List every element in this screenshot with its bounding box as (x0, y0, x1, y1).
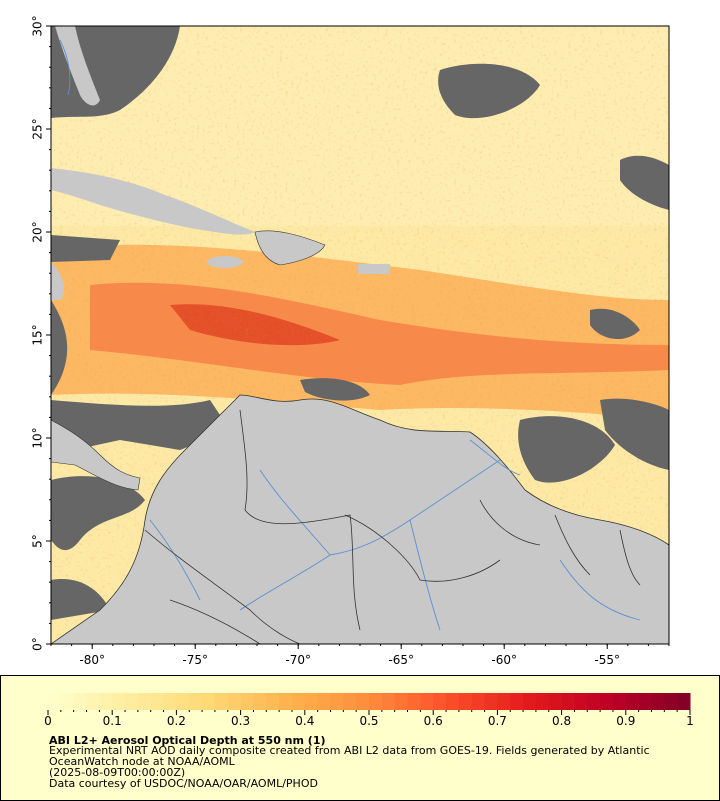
y-axis-labels: 0° 5° 10° 15° 20° 25° 30° (31, 15, 45, 650)
colorbar-cell (420, 693, 434, 710)
colorbar-cell (394, 693, 409, 710)
colorbar-ticks (47, 710, 691, 715)
colorbar-cell (279, 693, 293, 710)
colorbar-label: 0.1 (103, 714, 122, 728)
jamaica-land (207, 256, 243, 268)
legend-date: (2025-08-09T00:00:00Z) (49, 766, 186, 779)
colorbar-cell (266, 693, 280, 710)
colorbar-label: 0.2 (167, 714, 186, 728)
colorbar-cell (433, 693, 447, 710)
colorbar-label: 0.6 (424, 714, 443, 728)
colorbar-cell (163, 693, 177, 710)
no-data-regions (51, 26, 669, 620)
x-tick-label: -55° (594, 653, 620, 667)
colorbar-label: 0.8 (552, 714, 571, 728)
rivers (59, 39, 641, 631)
florida-land (55, 26, 100, 106)
colorbar-cell (407, 693, 421, 710)
colorbar-cell (240, 693, 254, 710)
colorbar-cell (664, 693, 678, 710)
x-axis-labels: -80° -75° -70° -65° -60° -55° (79, 653, 620, 667)
colorbar-label: 1 (686, 714, 694, 728)
puerto-rico-land (358, 264, 390, 274)
aod-map: -80° -75° -70° -65° -60° -55° 0° 5° 10° 15° 20° 25… (31, 15, 670, 667)
colorbar-cell (484, 693, 498, 710)
x-tick-label: -65° (388, 653, 414, 667)
colorbar-cell (125, 693, 139, 710)
colorbar-cell (381, 693, 396, 710)
colorbar-cell (73, 693, 88, 710)
cuba-land (51, 168, 255, 235)
colorbar-label: 0.3 (231, 714, 250, 728)
yucatan-land (51, 262, 65, 300)
colorbar-cell (330, 693, 344, 710)
y-tick-label: 10° (31, 427, 45, 448)
panama-land (51, 419, 141, 491)
colorbar-label: 0 (44, 714, 52, 728)
colorbar-cell (458, 693, 473, 710)
colorbar-cell (369, 693, 383, 710)
colorbar-cell (535, 693, 550, 710)
colorbar-cell (548, 693, 563, 710)
legend-credit: Data courtesy of USDOC/NOAA/OAR/AOML/PHO… (49, 777, 318, 790)
colorbar-cell (202, 693, 216, 710)
colorbar-cell (651, 693, 665, 710)
colorbar-cell (510, 693, 524, 710)
x-tick-label: -60° (491, 653, 517, 667)
colorbar-cell (48, 693, 62, 710)
colorbar-cell (214, 693, 229, 710)
colorbar-cell (356, 693, 370, 710)
colorbar: 0 0.1 0.2 0.3 0.4 0.5 0.6 0.7 0.8 0.9 1 (44, 693, 694, 728)
colorbar-cell (189, 693, 203, 710)
axis-ticks (46, 25, 670, 649)
legend-title: ABI L2+ Aerosol Optical Depth at 550 nm … (49, 734, 326, 747)
colorbar-cell (227, 693, 242, 710)
colorbar-cell (561, 693, 575, 710)
colorbar-label: 0.5 (359, 714, 378, 728)
colorbar-cell (137, 693, 152, 710)
colorbar-cell (86, 693, 100, 710)
colorbar-cell (497, 693, 511, 710)
colorbar-cell (600, 693, 614, 710)
colorbar-cell (112, 693, 126, 710)
colorbar-cell (317, 693, 331, 710)
colorbar-cell (625, 693, 640, 710)
colorbar-cell (60, 693, 75, 710)
colorbar-cell (523, 693, 537, 710)
y-tick-label: 0° (31, 637, 45, 651)
y-tick-label: 20° (31, 221, 45, 242)
y-tick-label: 5° (31, 534, 45, 548)
colorbar-cell (638, 693, 652, 710)
colorbar-cell (150, 693, 165, 710)
y-tick-label: 15° (31, 324, 45, 345)
hispaniola-land (254, 230, 326, 266)
colorbar-cell (446, 693, 460, 710)
colorbar-labels: 0 0.1 0.2 0.3 0.4 0.5 0.6 0.7 0.8 0.9 1 (44, 714, 694, 728)
colorbar-cell (176, 693, 190, 710)
x-tick-label: -80° (79, 653, 105, 667)
colorbar-cell (574, 693, 588, 710)
legend-description: Experimental NRT AOD daily composite cre… (49, 744, 650, 768)
colorbar-cell (291, 693, 306, 710)
colorbar-label: 0.7 (488, 714, 507, 728)
colorbar-cell (587, 693, 601, 710)
country-borders (144, 409, 641, 644)
colorbar-label: 0.4 (295, 714, 314, 728)
legend-panel: 0 0.1 0.2 0.3 0.4 0.5 0.6 0.7 0.8 0.9 1 ABI L2+ Ae… (0, 675, 720, 801)
colorbar-cell (677, 693, 691, 710)
x-tick-label: -70° (285, 653, 311, 667)
south-america-land (51, 394, 669, 644)
colorbar-cell (253, 693, 267, 710)
colorbar-cell (612, 693, 627, 710)
colorbar-cell (99, 693, 113, 710)
colorbar-cell (343, 693, 357, 710)
colorbar-cell (304, 693, 319, 710)
x-tick-label: -75° (182, 653, 208, 667)
y-tick-label: 30° (31, 15, 45, 36)
y-tick-label: 25° (31, 118, 45, 139)
colorbar-cells (48, 693, 691, 710)
colorbar-label: 0.9 (616, 714, 635, 728)
colorbar-cell (471, 693, 486, 710)
